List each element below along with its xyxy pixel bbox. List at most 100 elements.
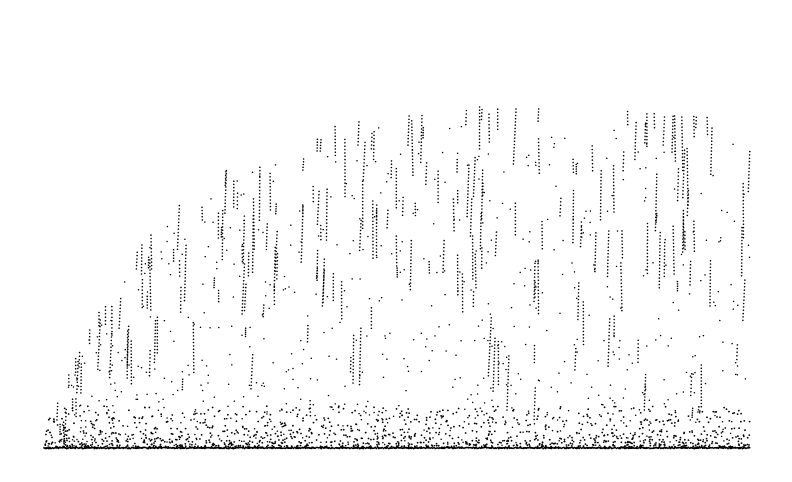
data-point: [334, 129, 336, 131]
data-point: [408, 446, 410, 448]
data-point: [302, 207, 304, 209]
data-point: [480, 445, 483, 447]
data-point: [317, 213, 319, 216]
data-point: [582, 415, 585, 418]
data-point: [613, 335, 615, 338]
data-point: [344, 142, 346, 144]
data-point: [412, 168, 414, 170]
data-point: [221, 242, 224, 244]
data-point: [241, 249, 243, 251]
data-point: [533, 438, 536, 441]
data-point: [323, 433, 326, 435]
data-point: [326, 212, 328, 214]
data-point: [251, 271, 254, 274]
data-point: [283, 433, 285, 435]
data-point: [129, 438, 132, 440]
data-point: [734, 373, 737, 376]
data-point: [373, 131, 375, 133]
data-point: [80, 392, 82, 394]
data-point: [247, 258, 250, 261]
data-point: [148, 374, 151, 377]
data-point: [465, 109, 468, 112]
data-point: [602, 441, 605, 443]
data-point: [398, 416, 401, 418]
data-point: [709, 279, 712, 281]
data-point: [293, 435, 296, 438]
data-point: [742, 196, 745, 198]
data-point: [243, 235, 245, 238]
data-point: [655, 190, 658, 192]
data-point: [537, 108, 540, 110]
data-point: [535, 164, 537, 166]
data-point: [80, 385, 82, 388]
data-point: [537, 296, 540, 298]
data-point: [673, 150, 676, 153]
data-point: [388, 442, 391, 445]
data-point: [748, 444, 750, 446]
data-point: [728, 420, 731, 422]
data-point: [674, 137, 676, 140]
data-point: [273, 296, 276, 298]
data-point: [344, 185, 346, 188]
data-point: [737, 440, 740, 443]
data-point: [428, 427, 430, 430]
data-point: [679, 444, 681, 446]
data-point: [72, 435, 75, 438]
data-point: [394, 436, 396, 439]
data-point: [534, 265, 536, 268]
data-point: [263, 436, 266, 439]
data-point: [372, 237, 374, 239]
data-point: [316, 249, 319, 252]
data-point: [622, 416, 625, 418]
data-point: [710, 153, 713, 156]
data-point: [644, 128, 647, 131]
data-point: [733, 220, 736, 223]
data-point: [402, 437, 405, 440]
data-point: [656, 433, 659, 436]
data-point: [484, 444, 487, 446]
data-point: [456, 189, 459, 192]
data-point: [613, 445, 616, 447]
data-point: [607, 262, 609, 265]
data-point: [492, 373, 495, 376]
data-point: [204, 421, 206, 424]
data-point: [252, 218, 254, 220]
data-point: [359, 239, 361, 242]
data-point: [538, 155, 540, 157]
data-point: [659, 235, 661, 237]
data-point: [114, 382, 116, 384]
data-point: [507, 378, 509, 381]
data-point: [493, 344, 496, 346]
data-point: [465, 113, 468, 115]
data-point: [209, 327, 211, 329]
data-point: [437, 184, 439, 186]
data-point: [600, 186, 602, 188]
data-point: [322, 426, 324, 429]
data-point: [512, 159, 515, 162]
data-point: [408, 428, 410, 430]
data-point: [587, 397, 590, 400]
data-point: [71, 443, 73, 446]
data-point: [222, 430, 225, 433]
data-point: [693, 119, 695, 121]
data-point: [378, 300, 381, 302]
data-point: [674, 153, 677, 156]
data-point: [480, 225, 482, 228]
data-point: [146, 304, 149, 306]
data-point: [478, 135, 481, 137]
data-point: [693, 237, 695, 239]
data-point: [686, 171, 689, 173]
data-point: [156, 342, 159, 344]
data-point: [682, 216, 685, 219]
data-point: [525, 419, 528, 422]
data-point: [514, 227, 517, 229]
data-point: [308, 442, 311, 444]
data-point: [710, 137, 713, 139]
data-point: [568, 435, 571, 437]
data-point: [697, 411, 699, 413]
data-point: [467, 416, 469, 419]
data-point: [50, 434, 52, 436]
data-point: [376, 435, 379, 438]
data-point: [126, 440, 129, 443]
data-point: [476, 393, 479, 395]
